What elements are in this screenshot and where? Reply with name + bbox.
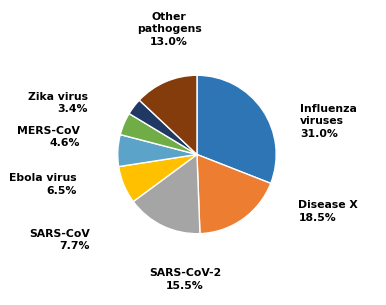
Text: SARS-CoV
7.7%: SARS-CoV 7.7% [29, 229, 90, 251]
Wedge shape [129, 100, 197, 154]
Wedge shape [139, 75, 197, 154]
Text: MERS-CoV
4.6%: MERS-CoV 4.6% [17, 126, 80, 148]
Wedge shape [133, 154, 200, 234]
Wedge shape [197, 75, 276, 183]
Wedge shape [120, 113, 197, 154]
Wedge shape [119, 154, 197, 202]
Wedge shape [118, 135, 197, 167]
Text: Other
pathogens
13.0%: Other pathogens 13.0% [137, 12, 201, 47]
Wedge shape [197, 154, 271, 234]
Text: Disease X
18.5%: Disease X 18.5% [298, 200, 358, 223]
Text: Zika virus
3.4%: Zika virus 3.4% [28, 92, 88, 114]
Text: Influenza
viruses
31.0%: Influenza viruses 31.0% [300, 104, 357, 138]
Text: SARS-CoV-2
15.5%: SARS-CoV-2 15.5% [149, 268, 221, 291]
Text: Ebola virus
6.5%: Ebola virus 6.5% [9, 173, 76, 196]
